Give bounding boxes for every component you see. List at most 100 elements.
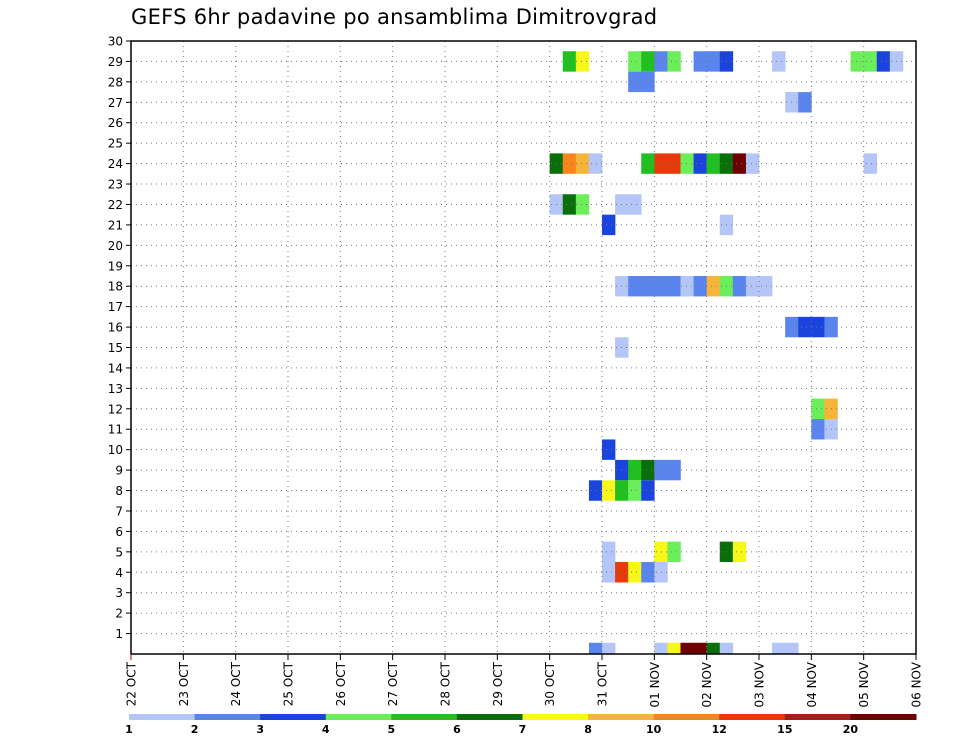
colorbar-swatch	[260, 714, 327, 720]
x-tick-label: 22 OCT	[125, 661, 139, 706]
colorbar-swatch	[522, 714, 589, 720]
y-tick-label: 9	[115, 464, 123, 478]
heatmap-cell	[641, 480, 655, 501]
colorbar-label: 7	[519, 723, 527, 736]
colorbar-label: 12	[712, 723, 727, 736]
colorbar-label: 3	[256, 723, 264, 736]
heatmap-cell	[680, 153, 694, 174]
heatmap-cell	[693, 153, 707, 174]
colorbar-swatch	[784, 714, 851, 720]
heatmap-cell	[759, 275, 773, 297]
heatmap-cell	[628, 275, 642, 297]
heatmap-cell	[811, 316, 825, 338]
heatmap-cell	[575, 51, 590, 72]
cells-layer	[549, 51, 904, 654]
y-tick-label: 4	[115, 566, 123, 580]
x-tick-label: 23 OCT	[177, 661, 191, 706]
x-tick-label: 27 OCT	[386, 661, 400, 706]
colorbar-label: 2	[191, 723, 199, 736]
colorbar-swatch	[456, 714, 523, 720]
y-tick-label: 27	[108, 96, 123, 110]
heatmap-cell	[602, 562, 616, 583]
colorbar-label: 5	[388, 723, 396, 736]
colorbar-label: 20	[843, 723, 859, 736]
x-tick-label: 26 OCT	[334, 661, 348, 706]
heatmap-cell	[811, 398, 825, 420]
x-tick-label: 06 NOV	[910, 661, 924, 707]
heatmap-cell	[772, 642, 786, 654]
heatmap-cell	[693, 51, 707, 72]
plot-frame	[130, 40, 917, 655]
heatmap-cell	[641, 71, 655, 93]
colorbar-swatch	[194, 714, 261, 720]
heatmap-cell	[785, 642, 799, 654]
y-tick-label: 24	[108, 157, 123, 171]
y-tick-label: 10	[108, 443, 123, 457]
y-tick-label: 19	[108, 259, 123, 273]
heatmap-cell	[641, 562, 655, 583]
y-tick-label: 30	[108, 35, 123, 49]
colorbar-swatch	[391, 714, 458, 720]
colorbar: 1 2 3 4 5 6 7 8 10 12 15 20	[125, 714, 917, 736]
y-tick-label: 21	[108, 218, 123, 232]
colorbar-swatch	[129, 714, 196, 720]
heatmap-cell	[719, 642, 734, 654]
heatmap-cell	[732, 153, 747, 174]
colorbar-swatch	[588, 714, 655, 720]
colorbar-swatch	[653, 714, 720, 720]
x-tick-label: 24 OCT	[229, 661, 243, 706]
heatmap-cell	[693, 275, 707, 297]
colorbar-swatch	[850, 714, 917, 720]
y-tick-label: 6	[115, 525, 123, 539]
heatmap-cell	[628, 459, 642, 481]
colorbar-swatch	[325, 714, 392, 720]
y-tick-label: 20	[108, 239, 123, 253]
x-axis: 22 OCT 23 OCT 24 OCT 25 OCT 26 OCT 27 OCT 28 O…	[125, 654, 924, 708]
heatmap-cell	[732, 275, 747, 297]
heatmap-cell	[628, 480, 642, 501]
y-axis: 1234567891011121314151617181920212223242…	[108, 35, 131, 641]
heatmap-cell	[680, 642, 694, 654]
heatmap-cell	[706, 642, 721, 654]
heatmap-cell	[588, 480, 603, 501]
heatmap-cell	[641, 51, 655, 72]
heatmap-cell	[863, 153, 878, 174]
heatmap-cell	[641, 275, 655, 297]
heatmap-cell	[641, 153, 655, 174]
heatmap-cell	[876, 51, 891, 72]
heatmap-cell	[745, 153, 760, 174]
colorbar-label: 10	[646, 723, 662, 736]
heatmap-cell	[667, 642, 681, 654]
x-tick-label: 05 NOV	[857, 661, 871, 707]
colorbar-label: 6	[453, 723, 461, 736]
heatmap-cell	[602, 541, 616, 563]
heatmap-cell	[850, 51, 864, 72]
y-tick-label: 14	[108, 361, 123, 375]
colorbar-label: 1	[125, 723, 133, 736]
heatmap-cell	[588, 642, 603, 654]
heatmap-cell	[602, 439, 616, 460]
x-tick-label: 31 OCT	[596, 661, 610, 706]
heatmap-cell	[562, 194, 577, 215]
y-tick-label: 26	[108, 116, 123, 130]
y-tick-label: 29	[108, 55, 123, 69]
y-tick-label: 5	[115, 545, 123, 559]
heatmap-cell	[575, 194, 590, 215]
heatmap-cell	[667, 153, 681, 174]
y-tick-label: 13	[108, 382, 123, 396]
heatmap-cell	[811, 419, 825, 440]
heatmap-cell	[798, 316, 812, 338]
y-tick-label: 22	[108, 198, 123, 212]
heatmap-cell	[562, 153, 577, 174]
heatmap-cell	[628, 194, 642, 215]
y-tick-label: 8	[115, 484, 123, 498]
y-tick-label: 12	[108, 402, 123, 416]
heatmap-cell	[667, 51, 681, 72]
y-tick-label: 28	[108, 75, 123, 89]
y-tick-label: 17	[108, 300, 123, 314]
heatmap-cell	[588, 153, 603, 174]
heatmap-cell	[628, 71, 642, 93]
heatmap-cell	[706, 275, 721, 297]
heatmap-cell	[706, 51, 721, 72]
y-tick-label: 11	[108, 423, 123, 437]
